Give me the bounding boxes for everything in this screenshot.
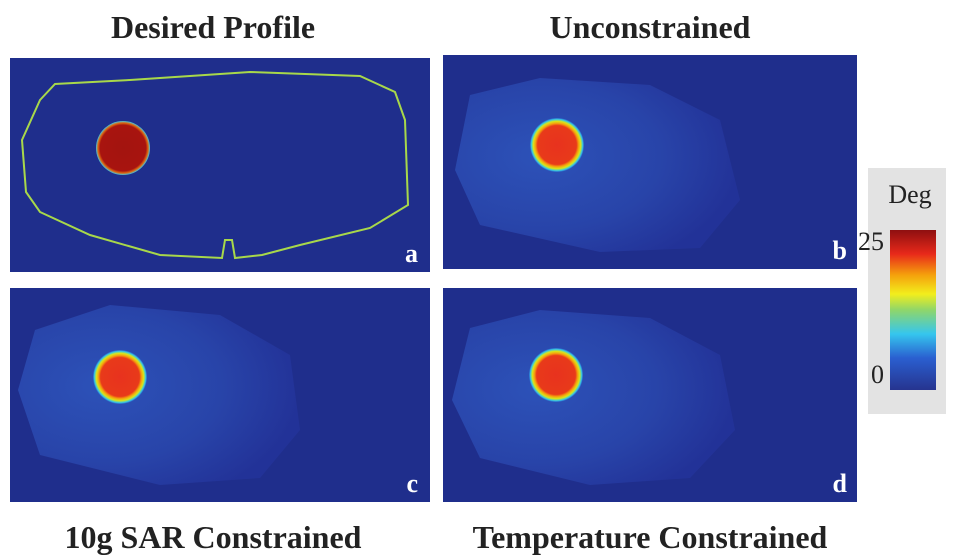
panel: b <box>443 55 857 269</box>
panel-title: Temperature Constrained <box>473 519 828 555</box>
colorbar: Deg 25 0 <box>858 168 946 414</box>
panel: d <box>443 288 857 502</box>
panel-title: Desired Profile <box>111 9 315 45</box>
panel-letter: a <box>405 239 418 268</box>
figure: Desired Profile Unconstrained 10g SAR Co… <box>0 0 957 559</box>
colorbar-max: 25 <box>858 227 884 256</box>
panel: c <box>10 288 430 502</box>
panel-letter: b <box>833 236 847 265</box>
panel-title: Unconstrained <box>550 9 751 45</box>
panel-letter: c <box>406 469 418 498</box>
colorbar-min: 0 <box>871 360 884 389</box>
colorbar-label: Deg <box>888 180 931 209</box>
panel-letter: d <box>833 469 848 498</box>
panel-title: 10g SAR Constrained <box>65 519 362 555</box>
panel: a <box>10 58 430 272</box>
